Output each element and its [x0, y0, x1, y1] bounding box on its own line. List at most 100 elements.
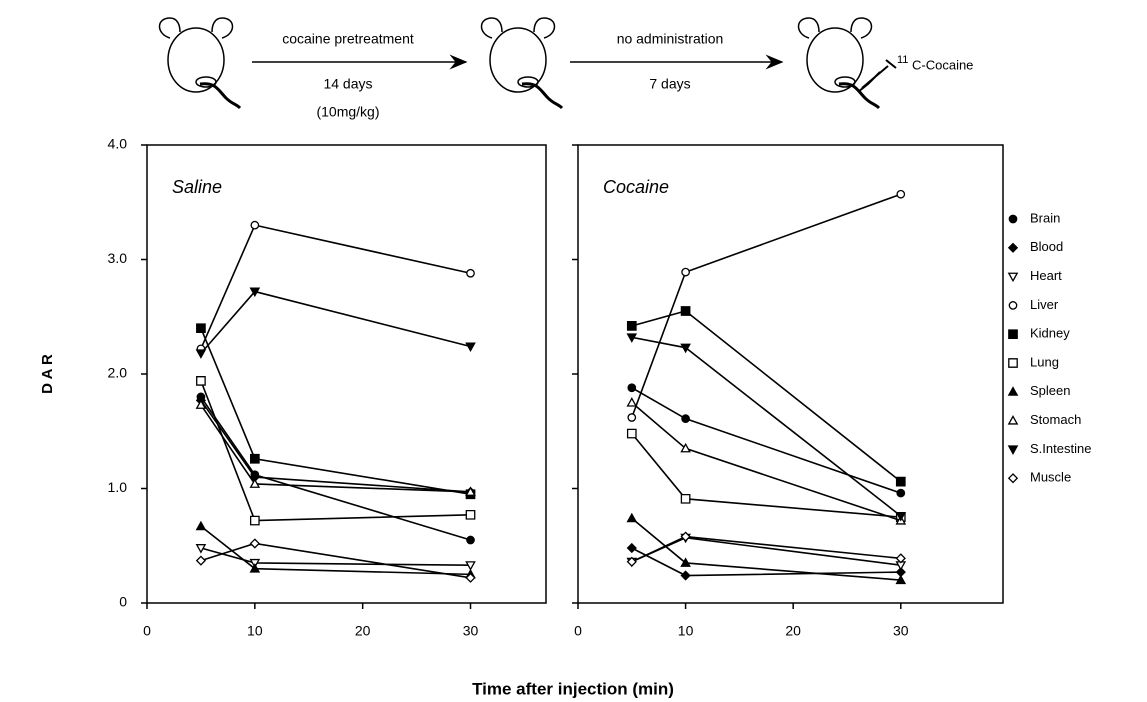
legend-marker — [1007, 415, 1019, 425]
data-point — [896, 488, 906, 498]
data-point — [680, 343, 691, 354]
series-line — [631, 387, 902, 494]
data-point — [249, 287, 261, 298]
series-line — [631, 402, 902, 522]
step-text: 14 days — [323, 76, 372, 92]
legend-marker — [1008, 214, 1018, 224]
plot-frame — [146, 144, 547, 604]
legend-marker — [1007, 272, 1019, 283]
legend-marker — [1007, 242, 1019, 253]
data-point — [195, 520, 207, 531]
series-line — [631, 310, 902, 483]
step-text: (10mg/kg) — [316, 104, 379, 120]
legend-label: Spleen — [1030, 383, 1070, 398]
data-point — [249, 563, 261, 573]
mouse-icon — [797, 16, 881, 110]
legend-label: Blood — [1030, 239, 1063, 254]
series-line — [200, 290, 471, 354]
legend-label: Liver — [1030, 297, 1059, 312]
y-tick-label: 2.0 — [108, 365, 128, 381]
data-point — [195, 544, 207, 554]
data-point — [896, 189, 906, 199]
data-point — [196, 376, 206, 386]
data-point — [680, 493, 691, 504]
panel-title: Cocaine — [603, 177, 669, 197]
legend-label: Lung — [1030, 354, 1059, 369]
step-text: cocaine pretreatment — [282, 31, 414, 47]
data-point — [680, 531, 691, 542]
panel-title: Saline — [172, 177, 222, 197]
data-point — [895, 574, 907, 585]
plot-frame — [577, 144, 1004, 604]
x-tick-label: 30 — [893, 623, 909, 639]
legend-marker — [1008, 301, 1018, 310]
mouse-icon — [480, 16, 564, 110]
data-point — [195, 349, 207, 359]
step-text: 7 days — [649, 76, 690, 92]
data-point — [626, 542, 637, 554]
legend-label: S.Intestine — [1030, 441, 1091, 456]
data-point — [249, 478, 261, 488]
legend-marker — [1007, 473, 1019, 484]
data-point — [626, 397, 638, 407]
schematic: cocaine pretreatment 14 days (10mg/kg) n… — [158, 16, 973, 120]
legend-label: Heart — [1030, 268, 1062, 283]
data-point — [195, 399, 207, 409]
x-tick-label: 10 — [247, 623, 263, 639]
tracer-label: C-Cocaine — [912, 57, 973, 72]
data-point — [626, 321, 637, 331]
data-point — [681, 414, 690, 424]
legend-label: Kidney — [1030, 326, 1070, 341]
data-point — [895, 553, 906, 564]
data-point — [250, 220, 260, 230]
legend-label: Muscle — [1030, 470, 1071, 485]
data-point — [627, 383, 637, 393]
legend-label: Brain — [1030, 210, 1060, 225]
x-tick-label: 0 — [574, 623, 582, 639]
legend-marker — [1007, 445, 1019, 455]
data-point — [249, 453, 260, 464]
data-point — [249, 538, 260, 549]
series-line — [200, 224, 471, 350]
data-point — [627, 413, 637, 422]
syringe-icon — [857, 59, 897, 93]
tracer-sup: 11 — [897, 54, 908, 66]
data-point — [465, 561, 476, 571]
legend-marker — [1007, 386, 1019, 396]
data-point — [466, 268, 475, 278]
data-point — [626, 512, 638, 523]
data-point — [895, 476, 906, 487]
x-tick-label: 0 — [143, 623, 151, 639]
data-point — [249, 515, 260, 526]
y-axis-label: D A R — [39, 354, 56, 394]
data-point — [680, 557, 691, 567]
data-point — [680, 306, 691, 316]
legend-marker — [1008, 329, 1018, 340]
data-point — [466, 535, 475, 545]
series-line — [200, 327, 471, 496]
x-axis-label: Time after injection (min) — [472, 679, 674, 698]
data-point — [465, 486, 476, 496]
series-line — [200, 399, 471, 493]
x-tick-label: 30 — [463, 623, 479, 639]
y-tick-label: 4.0 — [108, 136, 128, 152]
x-tick-label: 20 — [785, 623, 801, 639]
step-text: no administration — [617, 31, 724, 47]
series-line — [631, 517, 901, 581]
data-point — [895, 511, 907, 522]
data-point — [626, 333, 638, 343]
y-tick-label: 3.0 — [108, 250, 128, 266]
y-tick-label: 0 — [119, 594, 127, 610]
series-line — [631, 193, 902, 418]
x-tick-label: 20 — [355, 623, 371, 639]
series-line — [200, 404, 471, 493]
y-tick-label: 1.0 — [108, 479, 128, 495]
series-line — [631, 535, 901, 563]
data-point — [680, 442, 691, 453]
data-point — [681, 267, 690, 277]
data-point — [626, 556, 637, 567]
data-point — [195, 555, 207, 566]
legend-marker — [1008, 358, 1018, 368]
data-point — [465, 342, 476, 353]
